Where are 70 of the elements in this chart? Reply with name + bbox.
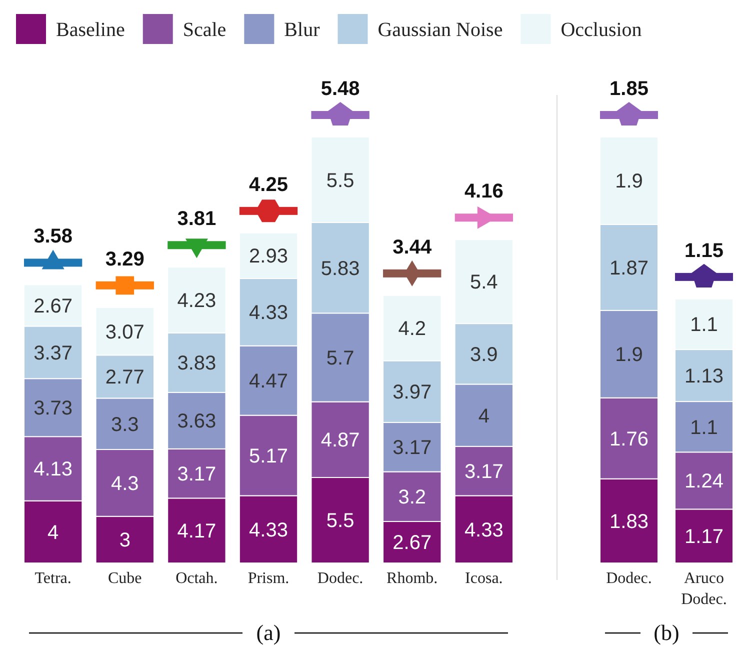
data-label: 4.33 xyxy=(249,519,288,542)
data-label: 5.5 xyxy=(326,510,354,532)
x-tick-label: Dodec. xyxy=(317,570,364,587)
annotation: 3.29 xyxy=(105,248,144,270)
data-label: 2.67 xyxy=(392,532,432,554)
legend-label: Occlusion xyxy=(560,19,642,41)
data-label: 3.07 xyxy=(105,321,144,344)
annotation: 4.25 xyxy=(249,174,288,196)
x-tick-label: Octah. xyxy=(176,570,218,587)
annotation: 4.16 xyxy=(464,180,504,203)
data-label: 3.37 xyxy=(34,342,73,364)
data-label: 4.13 xyxy=(34,458,73,481)
annotation: 1.15 xyxy=(684,240,724,262)
data-label: 4.33 xyxy=(464,519,504,542)
data-label: 1.9 xyxy=(615,344,643,366)
data-label: 4 xyxy=(478,405,490,428)
data-label: 4.87 xyxy=(320,430,360,452)
data-label: 3.17 xyxy=(177,464,216,486)
x-tick-label: Prism. xyxy=(248,570,290,587)
data-label: 5.7 xyxy=(326,347,354,370)
data-label: 3.97 xyxy=(392,382,432,404)
data-label: 3.3 xyxy=(110,414,139,436)
x-axis-title: (a) xyxy=(256,620,281,645)
data-label: 2.93 xyxy=(249,246,288,268)
data-label: 1.13 xyxy=(684,366,724,388)
data-label: 1.1 xyxy=(690,314,718,336)
data-label: 3.17 xyxy=(392,437,432,460)
data-label: 1.87 xyxy=(610,257,648,280)
data-label: 3.73 xyxy=(34,398,73,420)
data-label: 4.17 xyxy=(177,520,216,543)
data-label: 4.23 xyxy=(177,290,216,312)
data-label: 5.4 xyxy=(470,272,498,294)
x-tick-label: Icosa. xyxy=(465,570,503,587)
data-label: 1.17 xyxy=(684,526,724,548)
data-label: 3.63 xyxy=(177,410,216,433)
legend-label: Gaussian Noise xyxy=(378,19,503,41)
data-label: 4.2 xyxy=(398,318,426,340)
data-label: 1.24 xyxy=(684,470,724,493)
data-label: 3.2 xyxy=(398,486,426,509)
annotation: 3.58 xyxy=(34,226,73,248)
x-tick-label: Cube xyxy=(108,570,142,587)
data-label: 5.5 xyxy=(326,170,354,192)
annotation: 3.44 xyxy=(392,236,432,258)
x-tick-label: Dodec. xyxy=(606,570,652,587)
text: 1.85 xyxy=(610,78,648,100)
data-label: 1.83 xyxy=(610,510,648,533)
data-label: 3.17 xyxy=(464,461,504,484)
x-tick-label: Tetra. xyxy=(34,570,72,587)
text: 5.48 xyxy=(320,78,360,100)
data-label: 4.3 xyxy=(110,472,139,495)
data-label: 1.76 xyxy=(610,428,648,450)
annotation: 3.81 xyxy=(177,208,216,230)
data-label: 4.47 xyxy=(249,370,288,393)
data-label: 3.9 xyxy=(470,344,498,366)
data-label: 4 xyxy=(48,522,59,544)
x-tick-label: Aruco Dodec. xyxy=(681,570,727,608)
data-label: 2.77 xyxy=(105,366,144,389)
data-label: 3 xyxy=(119,530,130,552)
data-label: 3.83 xyxy=(177,352,216,375)
data-label: 2.67 xyxy=(34,295,73,318)
legend-label: Scale xyxy=(182,19,226,41)
data-label: 4.33 xyxy=(249,302,288,324)
x-axis-title: (b) xyxy=(654,620,680,645)
data-label: 5.83 xyxy=(320,258,360,280)
data-label: 5.17 xyxy=(249,445,288,468)
data-label: 1.1 xyxy=(690,416,718,439)
x-tick-label: Rhomb. xyxy=(386,570,438,587)
legend-label: Blur xyxy=(284,19,320,41)
legend-label: Baseline xyxy=(56,19,125,41)
data-label: 1.9 xyxy=(615,170,643,193)
